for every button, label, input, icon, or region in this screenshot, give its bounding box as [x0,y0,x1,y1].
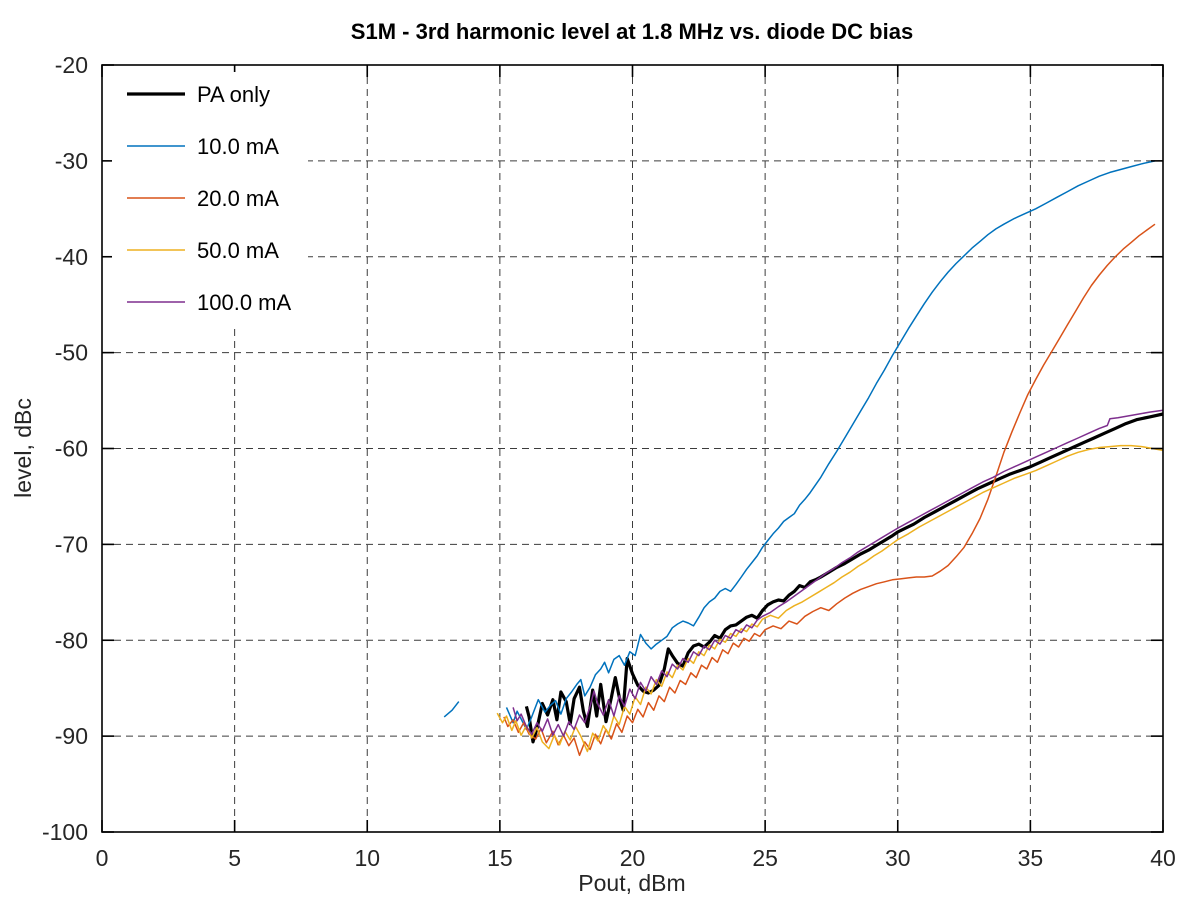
x-tick-label: 5 [228,845,241,871]
y-tick-label: -30 [55,148,88,174]
x-tick-label: 35 [1018,845,1044,871]
series-line-bias-10ma [443,701,460,718]
legend-label-bias-10ma: 10.0 mA [197,134,279,159]
legend-box [112,72,308,326]
x-tick-label: 25 [752,845,778,871]
legend-label-bias-100ma: 100.0 mA [197,290,291,315]
series-line-bias-100ma [512,409,1164,737]
y-tick-label: -20 [55,52,88,78]
legend: PA only 10.0 mA 20.0 mA 50.0 mA 100.0 mA [112,72,308,326]
x-tick-label: 30 [885,845,911,871]
legend-label-bias-20ma: 20.0 mA [197,186,279,211]
x-tick-label: 40 [1150,845,1176,871]
axis-layer: 0 5 10 15 20 25 30 35 40 -100 -90 -80 -70 -60 -50 -40 -3… [42,52,1176,871]
series-line-bias-10ma [505,160,1156,731]
x-tick-label: 10 [354,845,380,871]
legend-label-pa-only: PA only [197,82,270,107]
y-tick-label: -70 [55,531,88,557]
series-line-pa-only [524,412,1164,744]
x-axis-label: Pout, dBm [578,870,685,896]
x-tick-label: 0 [96,845,109,871]
x-tick-label: 15 [487,845,513,871]
series-layer [443,160,1164,757]
y-tick-label: -90 [55,723,88,749]
series-line-bias-50ma [496,444,1164,753]
y-tick-label: -60 [55,436,88,462]
y-tick-label: -40 [55,244,88,270]
y-tick-label: -100 [42,819,88,845]
legend-label-bias-50ma: 50.0 mA [197,238,279,263]
chart-title: S1M - 3rd harmonic level at 1.8 MHz vs. … [351,19,913,44]
x-tick-label: 20 [620,845,646,871]
y-axis-label: level, dBc [10,398,36,498]
series-line-bias-20ma [503,223,1156,757]
y-tick-label: -80 [55,627,88,653]
y-tick-label: -50 [55,340,88,366]
